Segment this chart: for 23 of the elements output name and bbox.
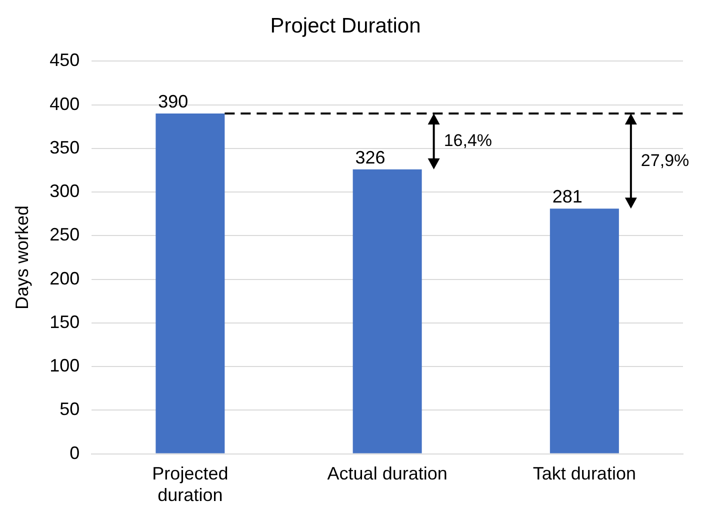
y-tick-label: 100 xyxy=(50,356,80,376)
data-label: 281 xyxy=(552,186,582,207)
y-axis-title: Days worked xyxy=(12,205,32,310)
x-tick-label: Projected duration xyxy=(152,464,228,506)
y-tick-label: 450 xyxy=(50,50,80,70)
annotation: 16,4% xyxy=(444,131,492,150)
data-label: 390 xyxy=(158,92,188,112)
y-tick-label: 200 xyxy=(50,268,80,288)
y-tick-label: 300 xyxy=(50,181,80,202)
x-tick-label: Actual duration xyxy=(327,464,448,484)
bar xyxy=(550,208,619,454)
y-tick-label: 350 xyxy=(50,137,80,158)
y-tick-label: 150 xyxy=(50,312,80,332)
data-label: 326 xyxy=(355,147,386,168)
x-tick-label: Takt duration xyxy=(532,464,636,484)
y-tick-label: 250 xyxy=(50,224,80,245)
bar xyxy=(352,169,422,454)
annotation: 27,9% xyxy=(640,150,690,170)
bar xyxy=(156,114,225,454)
y-tick-label: 400 xyxy=(50,94,80,114)
y-tick-label: 50 xyxy=(60,399,80,420)
chart-title: Project Duration xyxy=(270,14,421,38)
y-tick-label: 0 xyxy=(70,442,80,463)
